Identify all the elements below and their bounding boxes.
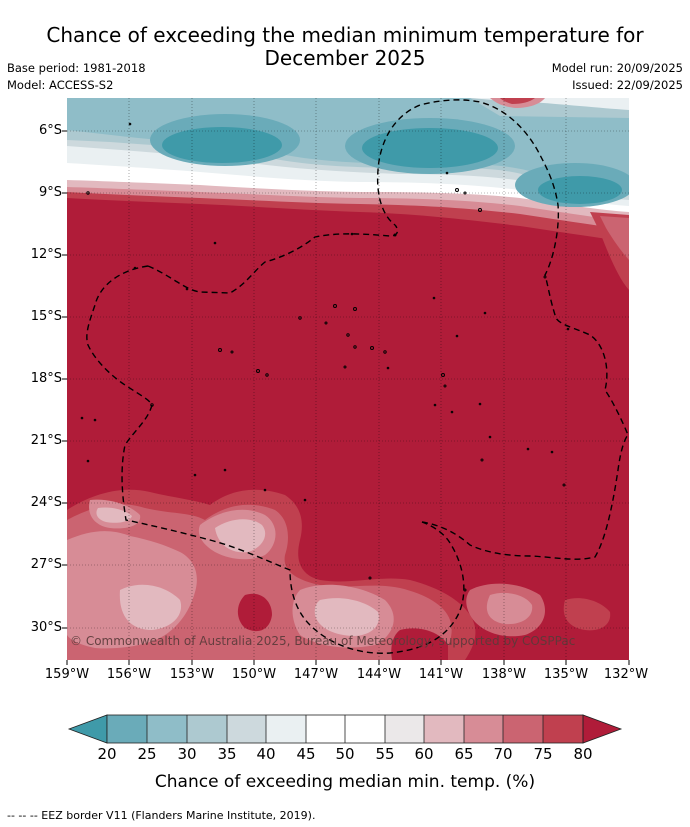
lat-label: 18°S xyxy=(30,371,62,386)
colorbar-bin xyxy=(227,715,266,743)
map-title-line1: Chance of exceeding the median minimum t… xyxy=(46,23,644,47)
colorbar-tick: 30 xyxy=(177,745,197,763)
colorbar-low-arrow xyxy=(67,714,108,744)
lat-label: 21°S xyxy=(30,433,62,448)
lat-label: 6°S xyxy=(38,123,62,138)
colorbar-tick: 70 xyxy=(493,745,513,763)
colorbar-bin xyxy=(306,715,345,743)
colorbar xyxy=(67,714,623,744)
map-title: Chance of exceeding the median minimum t… xyxy=(0,24,690,70)
meta-right: Model run: 20/09/2025 Issued: 22/09/2025 xyxy=(552,60,683,94)
lon-label: 150°W xyxy=(231,667,277,682)
lon-label: 135°W xyxy=(543,667,589,682)
colorbar-tick: 40 xyxy=(256,745,276,763)
lat-label: 9°S xyxy=(38,185,62,200)
colorbar-bin xyxy=(187,715,227,743)
meta-left: Base period: 1981-2018 Model: ACCESS-S2 xyxy=(7,60,146,94)
lon-label: 144°W xyxy=(356,667,402,682)
lat-label: 15°S xyxy=(30,309,62,324)
lon-label: 141°W xyxy=(418,667,464,682)
colorbar-high-arrow xyxy=(582,714,623,744)
lon-label: 147°W xyxy=(293,667,339,682)
colorbar-bin xyxy=(385,715,424,743)
colorbar-title: Chance of exceeding median min. temp. (%… xyxy=(154,772,536,792)
copyright-notice: © Commonwealth of Australia 2025, Bureau… xyxy=(70,634,576,648)
colorbar-bin xyxy=(345,715,385,743)
map-title-line2: December 2025 xyxy=(264,46,426,70)
eez-footnote: -- -- -- EEZ border V11 (Flanders Marine… xyxy=(7,809,316,822)
map-field xyxy=(67,98,629,660)
lon-label: 138°W xyxy=(481,667,527,682)
colorbar-tick: 75 xyxy=(533,745,553,763)
lon-label: 159°W xyxy=(44,667,90,682)
eez-borders xyxy=(86,99,629,654)
lat-label: 27°S xyxy=(30,557,62,572)
base-period: Base period: 1981-2018 xyxy=(7,61,146,75)
model-name: Model: ACCESS-S2 xyxy=(7,78,114,92)
lon-label: 132°W xyxy=(603,667,649,682)
colorbar-tick: 45 xyxy=(296,745,316,763)
colorbar-tick: 55 xyxy=(375,745,395,763)
lat-label: 12°S xyxy=(30,247,62,262)
mixed-region-south xyxy=(67,489,611,660)
colorbar-tick: 50 xyxy=(335,745,355,763)
map-grid xyxy=(67,98,629,660)
issued-date: Issued: 22/09/2025 xyxy=(572,78,683,92)
colorbar-bin xyxy=(147,715,187,743)
colorbar-bin xyxy=(107,715,147,743)
colorbar-bin xyxy=(464,715,503,743)
lat-label: 30°S xyxy=(30,620,62,635)
islands xyxy=(80,122,570,592)
colorbar-bin xyxy=(543,715,583,743)
colorbar-tick: 80 xyxy=(573,745,593,763)
axis-ticks xyxy=(62,130,630,665)
colorbar-bin xyxy=(424,715,464,743)
cool-band-north xyxy=(67,98,629,290)
colorbar-tick: 65 xyxy=(454,745,474,763)
colorbar-tick: 35 xyxy=(217,745,237,763)
colorbar-bin xyxy=(266,715,306,743)
model-run: Model run: 20/09/2025 xyxy=(551,61,683,75)
lon-label: 153°W xyxy=(169,667,215,682)
colorbar-bin xyxy=(503,715,543,743)
lat-label: 24°S xyxy=(30,495,62,510)
colorbar-tick: 60 xyxy=(414,745,434,763)
lon-label: 156°W xyxy=(106,667,152,682)
colorbar-tick: 20 xyxy=(97,745,117,763)
colorbar-tick: 25 xyxy=(137,745,157,763)
